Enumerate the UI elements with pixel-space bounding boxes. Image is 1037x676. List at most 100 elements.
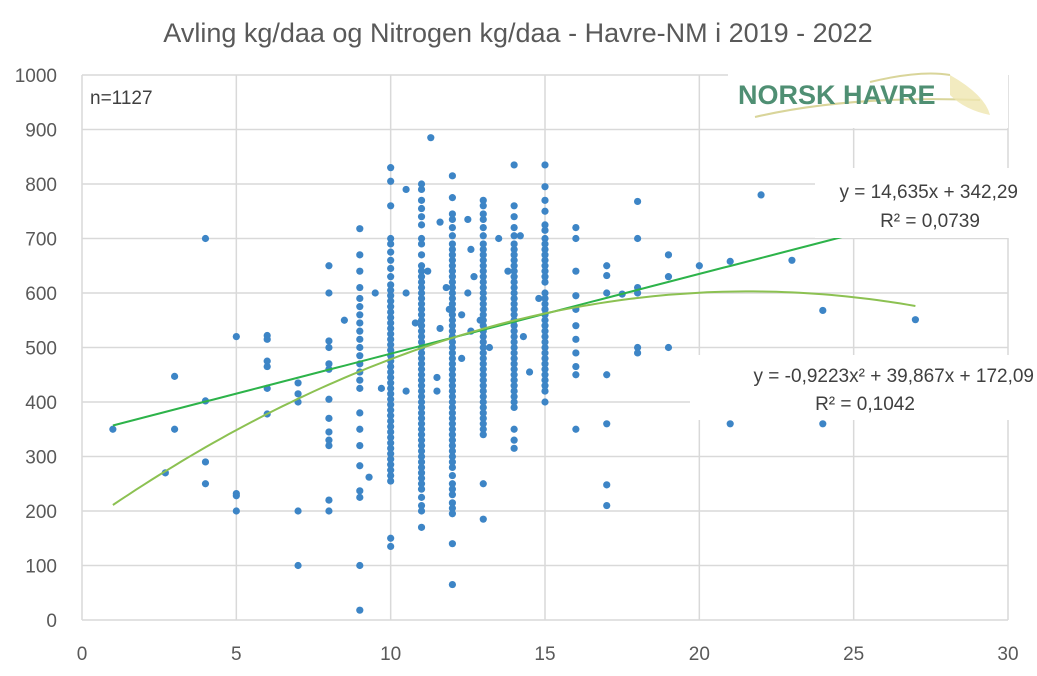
data-point <box>479 515 487 523</box>
data-point <box>603 481 611 489</box>
y-tick-label: 300 <box>25 448 57 469</box>
data-point <box>510 161 518 169</box>
data-point <box>356 487 364 495</box>
data-point <box>541 354 549 362</box>
data-point <box>356 561 364 570</box>
y-tick-label: 900 <box>25 121 57 142</box>
data-point <box>356 409 364 417</box>
data-point <box>510 240 518 248</box>
data-point <box>541 376 549 384</box>
data-point <box>479 289 487 297</box>
data-point <box>387 346 395 354</box>
data-point <box>232 507 240 515</box>
data-point <box>448 210 456 218</box>
data-point <box>417 382 426 390</box>
data-point <box>541 343 549 352</box>
data-point <box>448 398 456 406</box>
data-point <box>356 283 364 292</box>
data-point <box>448 504 456 512</box>
data-point <box>387 330 395 338</box>
data-point <box>387 433 395 442</box>
data-point <box>448 409 456 417</box>
data-point <box>541 262 549 270</box>
data-point <box>387 444 395 452</box>
data-point <box>417 493 426 501</box>
poly-r2: R² = 0,1042 <box>815 394 915 415</box>
data-point <box>448 463 456 471</box>
data-point <box>448 316 456 324</box>
data-point <box>387 256 395 264</box>
data-point <box>448 327 456 335</box>
data-point <box>436 324 444 333</box>
data-point <box>387 202 395 210</box>
data-point <box>417 283 426 292</box>
data-point <box>387 395 395 403</box>
data-point <box>365 473 373 481</box>
data-point <box>448 256 456 264</box>
data-point <box>634 343 642 352</box>
data-point <box>356 303 364 311</box>
data-point <box>387 273 395 281</box>
data-point <box>356 343 364 352</box>
data-point <box>541 240 549 248</box>
data-point <box>603 262 611 270</box>
data-point <box>356 267 364 275</box>
data-point <box>325 360 333 368</box>
data-point <box>470 273 478 281</box>
data-point <box>448 387 456 395</box>
data-point <box>510 224 518 232</box>
data-point <box>417 240 426 248</box>
data-point <box>325 507 333 515</box>
data-point <box>603 501 611 510</box>
data-point <box>387 164 395 172</box>
data-point <box>417 376 426 384</box>
data-point <box>510 343 518 352</box>
data-point <box>340 316 348 324</box>
data-point <box>479 300 487 308</box>
data-point <box>479 232 487 240</box>
data-point <box>479 245 487 253</box>
data-point <box>448 232 456 240</box>
data-point <box>387 477 395 485</box>
data-point <box>387 379 395 387</box>
polynomial-trendline <box>112 290 916 506</box>
data-point <box>634 234 642 243</box>
data-point <box>377 384 386 392</box>
data-point <box>479 224 487 232</box>
data-point <box>510 365 518 373</box>
data-point <box>387 292 395 300</box>
y-tick-label: 100 <box>25 557 57 578</box>
data-point <box>232 333 240 341</box>
data-point <box>448 403 456 412</box>
x-tick-label: 25 <box>843 644 864 665</box>
data-point <box>510 382 518 390</box>
data-point <box>541 161 549 169</box>
data-point <box>387 373 395 382</box>
data-point <box>417 425 426 433</box>
data-point <box>387 461 395 469</box>
data-point <box>417 436 426 444</box>
data-point <box>325 436 333 444</box>
data-point <box>356 462 364 470</box>
data-point <box>541 294 549 303</box>
data-point <box>325 414 333 422</box>
data-point <box>510 349 518 357</box>
data-point <box>417 392 426 401</box>
data-point <box>510 360 518 368</box>
data-point <box>433 373 441 382</box>
x-tick-label: 5 <box>231 644 242 665</box>
data-point <box>479 420 487 428</box>
data-point <box>479 256 487 264</box>
data-point <box>458 354 466 362</box>
data-point <box>510 327 518 335</box>
data-point <box>387 417 395 425</box>
data-point <box>510 444 518 452</box>
data-point <box>356 606 364 614</box>
data-point <box>510 251 518 259</box>
data-point <box>448 305 456 313</box>
data-point <box>417 338 426 346</box>
data-point <box>417 469 426 477</box>
data-point <box>510 403 518 412</box>
y-tick-label: 500 <box>25 339 57 360</box>
data-point <box>417 414 426 422</box>
